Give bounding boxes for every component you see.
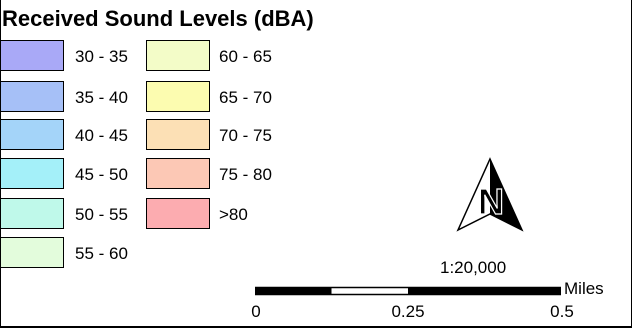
scale-tick-0: 0 — [251, 302, 261, 321]
legend-label-30-35: 30 - 35 — [75, 47, 128, 66]
legend-label-50-55: 50 - 55 — [75, 205, 128, 224]
legend-label-75-80: 75 - 80 — [219, 165, 272, 184]
scale-tick-0-25: 0.25 — [391, 302, 425, 321]
legend-label-60-65: 60 - 65 — [219, 47, 272, 66]
legend-label-40-45: 40 - 45 — [75, 126, 128, 145]
legend-swatch-50-55 — [0, 198, 64, 229]
legend-swatch-30-35 — [0, 40, 64, 71]
legend-label-over-80: >80 — [219, 205, 248, 224]
legend-swatch-over-80 — [146, 198, 210, 229]
legend-title: Received Sound Levels (dBA) — [2, 6, 314, 31]
scale-bar — [255, 286, 561, 296]
scale-units: Miles — [564, 279, 604, 298]
legend-label-45-50: 45 - 50 — [75, 165, 128, 184]
scale-bar-segment-outline — [255, 286, 561, 296]
legend-swatch-65-70 — [146, 81, 210, 112]
legend-swatch-70-75 — [146, 119, 210, 150]
north-arrow-icon: N — [456, 157, 524, 232]
legend-label-35-40: 35 - 40 — [75, 88, 128, 107]
scale-bar-segment-2 — [408, 287, 561, 295]
legend-swatch-75-80 — [146, 158, 210, 189]
legend-label-65-70: 65 - 70 — [219, 88, 272, 107]
legend-label-55-60: 55 - 60 — [75, 244, 128, 263]
legend-swatch-40-45 — [0, 119, 64, 150]
legend-swatch-60-65 — [146, 40, 210, 71]
legend-swatch-35-40 — [0, 81, 64, 112]
scale-bar-segment-1 — [255, 287, 332, 295]
north-arrow-letter: N — [478, 181, 504, 222]
legend-label-70-75: 70 - 75 — [219, 126, 272, 145]
legend-swatch-55-60 — [0, 237, 64, 268]
scale-ratio: 1:20,000 — [440, 258, 507, 277]
legend-swatch-45-50 — [0, 158, 64, 189]
scale-tick-0-5: 0.5 — [550, 302, 574, 321]
